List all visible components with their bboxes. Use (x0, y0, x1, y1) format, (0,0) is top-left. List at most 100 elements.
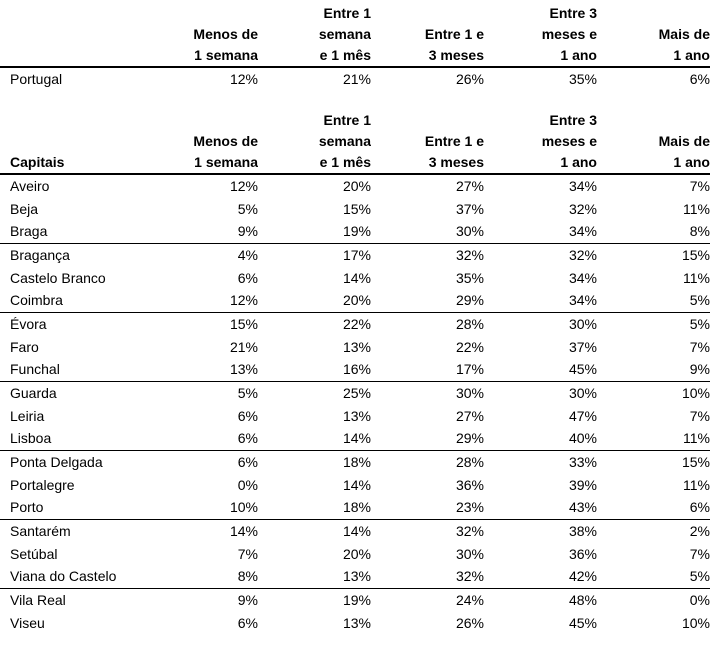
table-row-portugal: Portugal 12% 21% 26% 35% 6% (0, 67, 710, 90)
value-cell: 32% (568, 200, 597, 217)
table-row-braga: Braga 9% 19% 30% 34% 8% (0, 220, 710, 244)
row-label: Vila Real (10, 591, 66, 608)
row-label: Castelo Branco (10, 269, 106, 286)
value-cell: 8% (597, 220, 710, 244)
value-cell: 33% (568, 453, 597, 470)
value-cell: 22% (342, 315, 371, 332)
header-line (597, 3, 710, 24)
value-cell: 19% (342, 591, 371, 608)
report-tables: Menos de 1 semana Entre 1 semana e 1 mês… (0, 3, 710, 634)
row-label: Braga (0, 220, 145, 244)
row-label: Lisboa (0, 427, 145, 451)
value-cell: 0% (689, 591, 710, 608)
value-cell: 28% (455, 315, 484, 332)
header-line: Mais de (658, 26, 710, 42)
value-cell: 30% (371, 220, 484, 244)
table-row-braganca: Bragança 4% 17% 32% 32% 15% (0, 243, 710, 266)
table-row-vila-real: Vila Real 9% 19% 24% 48% 0% (0, 588, 710, 611)
value-cell: 14% (258, 427, 371, 451)
value-cell: 17% (371, 358, 484, 382)
value-cell: 30% (568, 315, 597, 332)
row-label: Funchal (0, 358, 145, 382)
value-cell: 37% (568, 338, 597, 355)
value-cell: 6% (689, 71, 710, 87)
column-header-mais-de-1-ano: Mais de 1 ano (597, 110, 710, 175)
value-cell: 7% (689, 407, 710, 424)
value-cell: 43% (484, 496, 597, 520)
row-label: Santarém (10, 522, 71, 539)
value-cell: 20% (342, 178, 371, 194)
header-line: e 1 mês (319, 47, 371, 63)
table-row-santarem: Santarém 14% 14% 32% 38% 2% (0, 519, 710, 542)
value-cell: 5% (237, 384, 258, 401)
value-cell: 6% (237, 269, 258, 286)
value-cell: 30% (455, 545, 484, 562)
value-cell: 35% (455, 269, 484, 286)
value-cell: 45% (484, 358, 597, 382)
value-cell: 25% (342, 384, 371, 401)
value-cell: 14% (342, 522, 371, 539)
header-line: semana (318, 133, 371, 149)
row-label: Portalegre (10, 476, 75, 493)
value-cell: 34% (568, 178, 597, 194)
header-line (145, 3, 258, 24)
row-label: Setúbal (10, 545, 58, 562)
value-cell: 36% (568, 545, 597, 562)
value-cell: 14% (342, 476, 371, 493)
value-cell: 11% (597, 427, 710, 451)
row-label: Viana do Castelo (0, 565, 145, 589)
value-cell: 13% (342, 614, 371, 631)
header-line: 1 ano (673, 154, 710, 170)
header-line (597, 110, 710, 131)
row-label: Guarda (10, 384, 57, 401)
value-cell: 28% (455, 453, 484, 470)
portugal-summary-table: Menos de 1 semana Entre 1 semana e 1 mês… (0, 3, 710, 90)
value-cell: 42% (484, 565, 597, 589)
value-cell: 40% (484, 427, 597, 451)
value-cell: 29% (371, 289, 484, 313)
table-row-porto: Porto 10% 18% 23% 43% 6% (0, 496, 710, 520)
header-line: 1 ano (560, 154, 597, 170)
value-cell: 35% (568, 71, 597, 87)
value-cell: 15% (681, 246, 710, 263)
table-row-leiria: Leiria 6% 13% 27% 47% 7% (0, 404, 710, 427)
value-cell: 9% (145, 220, 258, 244)
column-header-entre-3-meses-e-1-ano: Entre 3 meses e 1 ano (484, 3, 597, 68)
row-label: Viseu (10, 614, 45, 631)
header-line: 1 semana (194, 154, 258, 170)
value-cell: 7% (237, 545, 258, 562)
value-cell: 11% (683, 476, 710, 493)
table-row-ponta-delgada: Ponta Delgada 6% 18% 28% 33% 15% (0, 450, 710, 473)
row-label: Évora (10, 315, 47, 332)
table-row-coimbra: Coimbra 12% 20% 29% 34% 5% (0, 289, 710, 313)
header-line (145, 110, 258, 131)
header-line: meses e (541, 26, 597, 42)
value-cell: 29% (371, 427, 484, 451)
value-cell: 10% (681, 384, 710, 401)
value-cell: 7% (689, 545, 710, 562)
table-row-funchal: Funchal 13% 16% 17% 45% 9% (0, 358, 710, 382)
row-label: Faro (10, 338, 39, 355)
header-line: Entre 1 (323, 5, 371, 21)
value-cell: 27% (455, 178, 484, 194)
value-cell: 32% (455, 522, 484, 539)
header-line: Entre 1 (323, 112, 371, 128)
header-line: 1 ano (560, 47, 597, 63)
header-line: semana (318, 26, 371, 42)
value-cell: 37% (455, 200, 484, 217)
row-header-capitais: Capitais (0, 110, 145, 175)
portugal-header-row: Menos de 1 semana Entre 1 semana e 1 mês… (0, 3, 710, 68)
value-cell: 39% (568, 476, 597, 493)
value-cell: 12% (229, 178, 258, 194)
capitais-table: Capitais Menos de 1 semana Entre 1 seman… (0, 110, 710, 634)
value-cell: 38% (568, 522, 597, 539)
value-cell: 12% (229, 71, 258, 87)
header-line: 3 meses (428, 154, 484, 170)
value-cell: 6% (145, 427, 258, 451)
value-cell: 7% (689, 338, 710, 355)
value-cell: 14% (342, 269, 371, 286)
header-line (0, 3, 145, 24)
value-cell: 18% (342, 453, 371, 470)
value-cell: 6% (237, 614, 258, 631)
value-cell: 18% (258, 496, 371, 520)
